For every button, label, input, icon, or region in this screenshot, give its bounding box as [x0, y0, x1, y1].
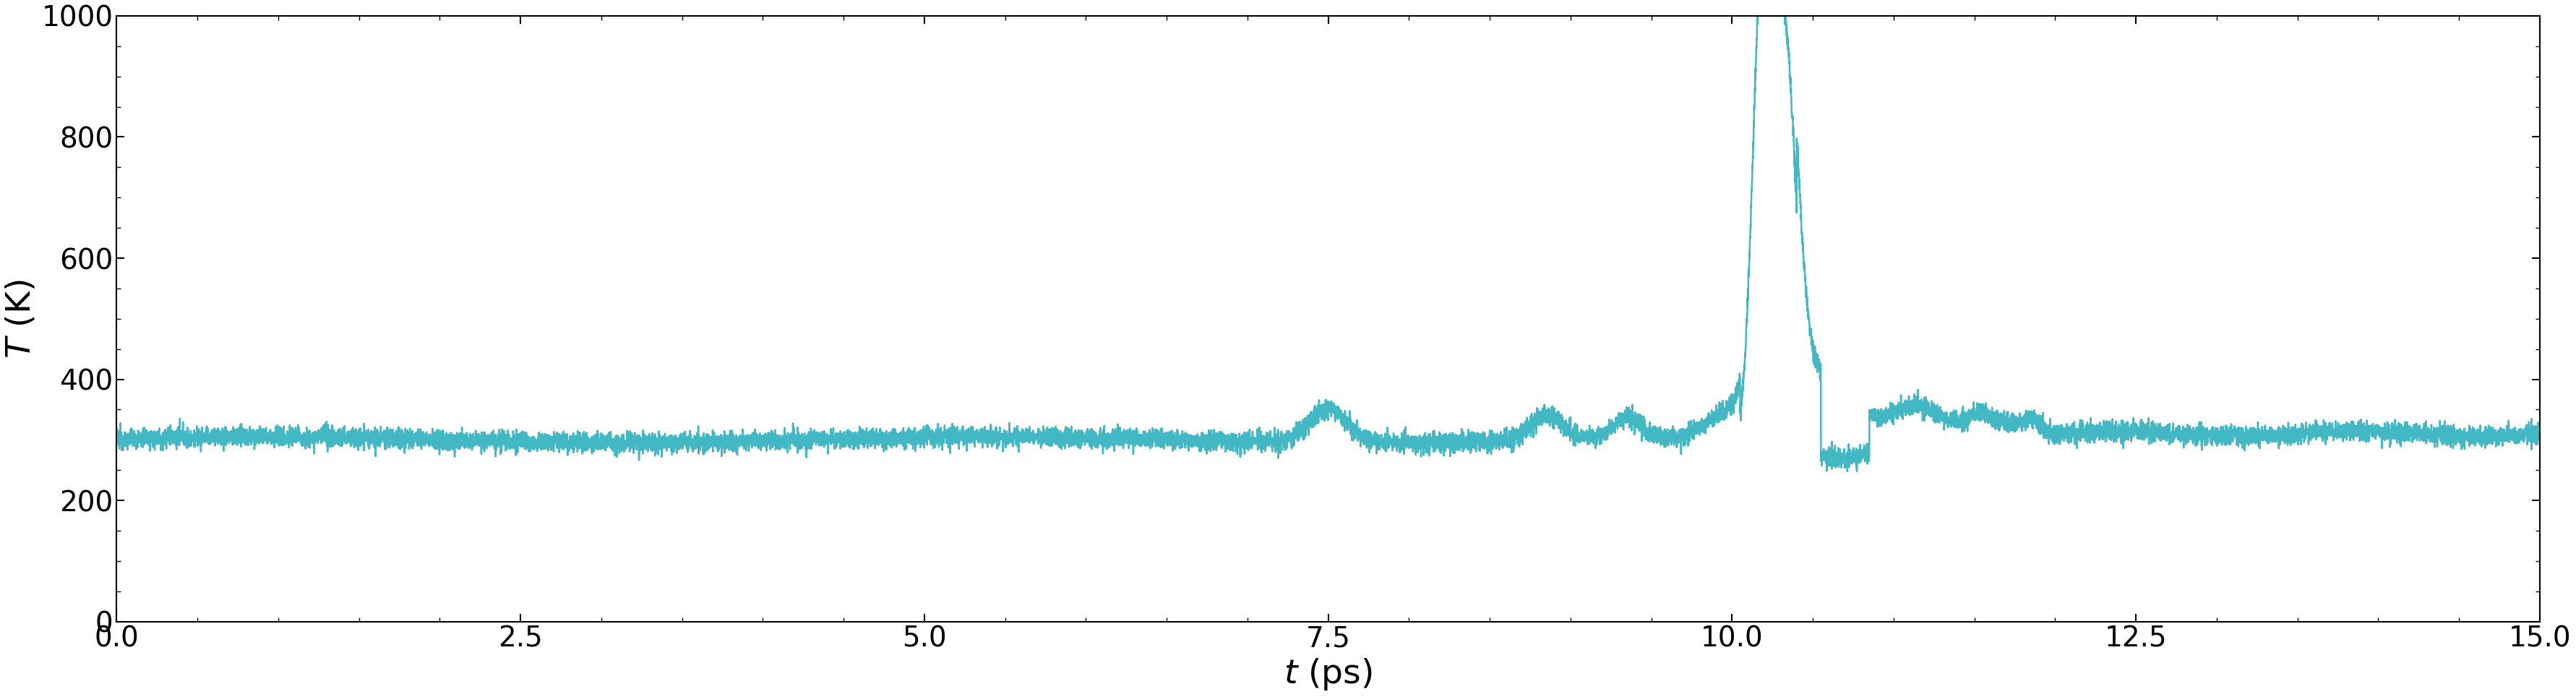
X-axis label: $t$ (ps): $t$ (ps) — [1283, 657, 1373, 692]
Y-axis label: $T$ (K): $T$ (K) — [5, 279, 39, 358]
